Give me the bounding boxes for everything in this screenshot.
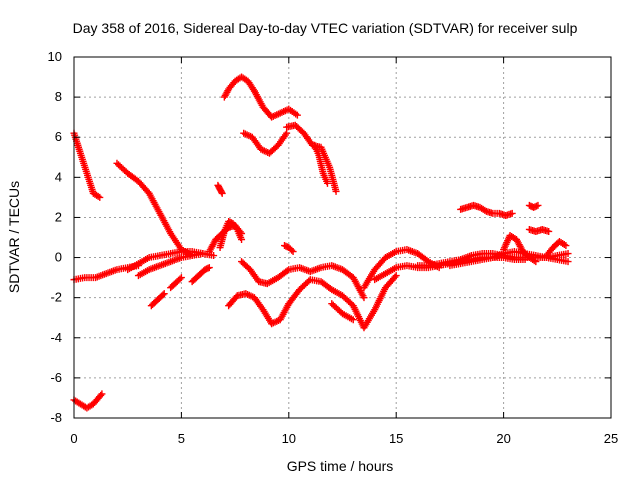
series-track-18 (285, 272, 400, 332)
data-point (349, 316, 357, 324)
series-track-19 (238, 258, 368, 302)
data-point (323, 179, 331, 187)
series-track-26 (457, 201, 516, 219)
data-point (391, 273, 399, 281)
x-tick-label: 25 (604, 431, 618, 446)
data-point (217, 188, 225, 196)
series-track-15 (283, 121, 340, 195)
data-point (289, 248, 297, 256)
data-point (199, 250, 207, 258)
data-point (481, 206, 489, 214)
plot-points (70, 73, 572, 412)
x-tick-label: 15 (389, 431, 403, 446)
y-tick-label: 8 (55, 89, 62, 104)
data-point (562, 242, 570, 250)
data-point (360, 294, 368, 302)
data-point (564, 258, 572, 266)
data-point (98, 390, 106, 398)
data-point (210, 252, 218, 260)
series-track-17 (225, 290, 293, 328)
data-point (97, 391, 105, 399)
x-tick-label: 20 (496, 431, 510, 446)
series-track-28 (525, 201, 542, 211)
data-point (238, 236, 246, 244)
grid (74, 57, 611, 418)
y-tick-label: -8 (50, 410, 62, 425)
data-point (283, 267, 291, 275)
data-point (232, 224, 240, 232)
data-point (96, 193, 104, 201)
data-point (94, 192, 102, 200)
x-tick-label: 5 (178, 431, 185, 446)
series-track-5 (124, 248, 218, 274)
series-track-2 (70, 390, 106, 412)
y-tick-label: -6 (50, 370, 62, 385)
axis-ticks (73, 56, 612, 419)
data-point (560, 241, 568, 249)
y-tick-label: 2 (55, 209, 62, 224)
chart-title: Day 358 of 2016, Sidereal Day-to-day VTE… (73, 20, 578, 36)
series-track-13 (250, 87, 301, 121)
data-point (283, 129, 291, 137)
data-point (176, 275, 184, 283)
series-track-27 (500, 231, 540, 266)
x-tick-label: 10 (282, 431, 296, 446)
data-point (160, 290, 168, 298)
data-point (564, 250, 572, 258)
data-point (534, 201, 542, 209)
data-point (508, 209, 516, 217)
data-point (293, 111, 301, 119)
series-track-31 (134, 250, 207, 280)
y-tick-label: 4 (55, 169, 62, 184)
data-point (332, 187, 340, 195)
series-track-14 (240, 129, 291, 157)
data-point (545, 227, 553, 235)
series-track-7 (167, 274, 185, 292)
series-track-25 (446, 248, 572, 270)
series-track-11 (214, 181, 226, 197)
series-track-6 (147, 290, 168, 310)
y-tick-label: 10 (48, 49, 62, 64)
data-point (159, 291, 167, 299)
plot-frame (73, 56, 612, 419)
series-track-10 (216, 217, 246, 252)
y-tick-label: 0 (55, 250, 62, 265)
x-axis-label: GPS time / hours (287, 458, 394, 474)
y-axis-label: SDTVAR / TECUs (6, 181, 22, 293)
series-track-1 (70, 129, 104, 201)
data-point (530, 257, 538, 265)
y-tick-label: 6 (55, 129, 62, 144)
data-point (288, 246, 296, 254)
series-track-4 (113, 159, 196, 260)
series-track-30 (543, 238, 570, 260)
series-track-12 (220, 73, 258, 101)
data-point (392, 272, 400, 280)
series-track-29 (525, 225, 553, 235)
series-track-21 (328, 300, 357, 324)
y-tick-label: -2 (50, 290, 62, 305)
series-track-8 (188, 264, 213, 286)
x-tick-label: 0 (70, 431, 77, 446)
y-tick-label: -4 (50, 330, 62, 345)
data-point (218, 189, 226, 197)
data-point (532, 258, 540, 266)
data-point (205, 264, 213, 272)
series-track-20 (281, 242, 297, 256)
data-point (177, 274, 185, 282)
tick-labels: 0 5 10 15 20 25 -8 -6 -4 -2 0 2 4 6 8 10 (48, 49, 619, 446)
series-track-16 (311, 141, 331, 187)
